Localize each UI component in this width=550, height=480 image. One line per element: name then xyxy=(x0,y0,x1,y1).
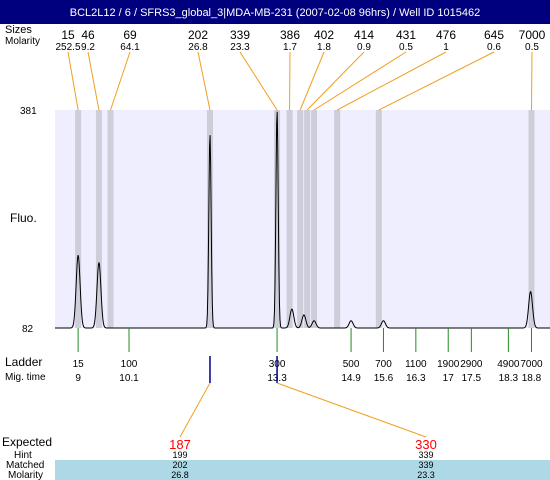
sizes-label: Sizes xyxy=(5,24,32,36)
peak-size-label: 46 xyxy=(81,28,95,42)
peak-molarity-label: 0.5 xyxy=(525,42,539,53)
chart-title: BCL2L12 / 6 / SFRS3_global_3|MDA-MB-231 … xyxy=(70,7,481,19)
molarity-label: Molarity xyxy=(5,36,40,47)
ladder-mig-time-label: 15.6 xyxy=(374,373,394,384)
peak-size-label: 339 xyxy=(230,28,250,42)
title-bar xyxy=(0,0,550,24)
peak-band xyxy=(75,110,82,328)
peak-size-label: 431 xyxy=(396,28,416,42)
hint-label: Hint xyxy=(14,450,32,461)
matched-row-bg xyxy=(55,460,550,480)
peak-guide-line xyxy=(239,51,278,111)
peak-guide-line xyxy=(378,51,495,111)
peak-molarity-label: 9.2 xyxy=(81,42,95,53)
mig-time-label: Mig. time xyxy=(5,372,46,383)
trace-line xyxy=(55,111,550,329)
peak-band xyxy=(304,110,311,328)
ladder-mig-time-label: 14.9 xyxy=(341,373,361,384)
peak-guide-line xyxy=(313,51,407,111)
matched-label: Matched xyxy=(6,460,44,471)
peak-guide-line xyxy=(87,51,100,111)
ladder-mig-time-label: 18.8 xyxy=(522,373,542,384)
y-axis-label: Fluo. xyxy=(10,211,37,225)
ladder-size-label: 7000 xyxy=(520,359,543,370)
peak-molarity-label: 23.3 xyxy=(230,42,250,53)
expected-value: 330 xyxy=(415,437,437,452)
ladder-size-label: 1100 xyxy=(405,359,427,370)
peak-molarity-label: 0.9 xyxy=(357,42,371,53)
peak-size-label: 202 xyxy=(188,28,208,42)
expected-guide-line xyxy=(179,382,211,438)
peak-molarity-label: 64.1 xyxy=(120,42,140,53)
matched-value: 202 xyxy=(172,460,187,470)
ladder-label: Ladder xyxy=(5,355,42,369)
peak-band xyxy=(334,110,341,328)
peak-molarity-label: 1.8 xyxy=(317,42,331,53)
peak-guide-line xyxy=(299,51,325,111)
peak-guide-line xyxy=(530,51,533,111)
peak-guide-line xyxy=(197,51,211,111)
ladder-mig-time-label: 9 xyxy=(75,373,81,384)
expected-label: Expected xyxy=(2,435,52,449)
peak-band xyxy=(528,110,535,328)
ladder-mig-time-label: 17.5 xyxy=(462,373,482,384)
peak-size-label: 476 xyxy=(436,28,456,42)
peak-molarity-label: 0.5 xyxy=(399,42,413,53)
ladder-size-label: 1900 xyxy=(437,359,460,370)
ladder-size-label: 700 xyxy=(375,359,392,370)
peak-guide-line xyxy=(306,51,365,111)
peak-size-label: 402 xyxy=(314,28,334,42)
ladder-mig-time-label: 17 xyxy=(443,373,455,384)
ladder-size-label: 2900 xyxy=(460,359,483,370)
expected-guide-line xyxy=(276,382,427,438)
peak-size-label: 645 xyxy=(484,28,504,42)
peak-size-label: 414 xyxy=(354,28,374,42)
y-tick-label-min: 82 xyxy=(22,324,34,335)
peak-molarity-label: 252.5 xyxy=(55,42,80,53)
ladder-size-label: 4900 xyxy=(497,359,520,370)
peak-band xyxy=(297,110,304,328)
peak-molarity-label: 0.6 xyxy=(487,42,501,53)
peak-guide-line xyxy=(67,51,79,111)
peak-molarity-label: 1.7 xyxy=(283,42,297,53)
y-tick-label-max: 381 xyxy=(20,106,37,117)
peak-size-label: 386 xyxy=(280,28,300,42)
peak-band xyxy=(107,110,114,328)
ladder-size-label: 500 xyxy=(343,359,360,370)
peak-size-label: 7000 xyxy=(519,28,546,42)
matched-value: 339 xyxy=(418,460,433,470)
peak-molarity-label: 1 xyxy=(443,42,449,53)
ladder-mig-time-label: 16.3 xyxy=(406,373,426,384)
ladder-size-label: 15 xyxy=(73,359,85,370)
hint-value: 339 xyxy=(418,450,433,460)
expected-value: 187 xyxy=(169,437,191,452)
molarity-value: 23.3 xyxy=(417,470,435,480)
peak-band xyxy=(274,110,281,328)
peak-molarity-label: 26.8 xyxy=(188,42,208,53)
ladder-size-label: 100 xyxy=(121,359,138,370)
peak-size-label: 15 xyxy=(61,28,75,42)
molarity-value: 26.8 xyxy=(171,470,189,480)
hint-value: 199 xyxy=(172,450,187,460)
peak-guide-line xyxy=(110,51,131,111)
peak-band xyxy=(311,110,318,328)
molarity-bottom-label: Molarity xyxy=(8,470,43,480)
peak-band xyxy=(206,110,213,328)
peak-guide-line xyxy=(336,51,447,111)
peak-size-label: 69 xyxy=(123,28,137,42)
ladder-mig-time-label: 18.3 xyxy=(499,373,519,384)
ladder-mig-time-label: 10.1 xyxy=(119,373,139,384)
peak-band xyxy=(95,110,102,328)
peak-band xyxy=(375,110,382,328)
peak-band xyxy=(286,110,293,328)
